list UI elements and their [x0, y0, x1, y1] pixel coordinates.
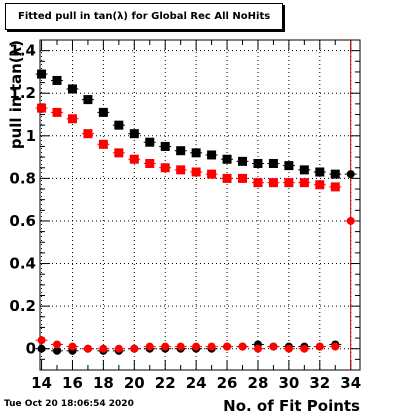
x-tick-label: 32 — [309, 374, 330, 392]
data-point — [37, 344, 46, 353]
y-tick-label: 1.4 — [9, 42, 36, 60]
y-tick-label: 0.8 — [9, 169, 36, 187]
data-point — [37, 69, 47, 79]
data-point — [176, 342, 185, 351]
data-point — [192, 342, 201, 351]
data-point — [53, 340, 62, 349]
data-point — [52, 75, 62, 85]
data-point — [207, 150, 217, 160]
x-tick-label: 14 — [31, 374, 52, 392]
data-point — [83, 129, 93, 139]
data-point — [346, 170, 355, 179]
data-point — [68, 342, 77, 351]
data-point — [145, 158, 155, 168]
data-point — [346, 216, 355, 225]
data-point — [98, 139, 108, 149]
data-point — [238, 156, 248, 166]
data-point — [315, 342, 324, 351]
x-tick-label: 18 — [93, 374, 114, 392]
data-point — [207, 169, 217, 179]
chart-title: Fitted pull in tan(λ) for Global Rec All… — [18, 11, 271, 22]
data-point — [37, 336, 46, 345]
data-point — [207, 342, 216, 351]
x-tick-label: 34 — [340, 374, 361, 392]
data-point — [161, 342, 170, 351]
data-point — [130, 344, 139, 353]
data-point — [222, 154, 232, 164]
data-point — [145, 137, 155, 147]
data-point — [330, 182, 340, 192]
data-point — [160, 141, 170, 151]
plot-frame — [39, 39, 361, 371]
data-point — [191, 148, 201, 158]
data-point — [145, 342, 154, 351]
x-tick-label: 16 — [62, 374, 83, 392]
y-axis-label: pull in tan(λ) — [7, 40, 25, 149]
data-point — [284, 161, 294, 171]
data-point — [253, 178, 263, 188]
y-tick-label: 0.6 — [9, 212, 36, 230]
data-point — [83, 344, 92, 353]
data-point — [83, 95, 93, 105]
data-point — [67, 84, 77, 94]
data-point — [299, 178, 309, 188]
data-point — [253, 158, 263, 168]
data-point — [114, 120, 124, 130]
x-tick-label: 30 — [278, 374, 299, 392]
data-point — [238, 173, 248, 183]
data-point — [268, 178, 278, 188]
data-point — [268, 158, 278, 168]
data-point — [176, 165, 186, 175]
chart-title-box: Fitted pull in tan(λ) for Global Rec All… — [5, 3, 283, 30]
data-point — [160, 163, 170, 173]
data-point — [238, 342, 247, 351]
data-point — [176, 146, 186, 156]
y-tick-label: 0.2 — [9, 297, 36, 315]
data-point — [284, 344, 293, 353]
data-point — [37, 103, 47, 113]
data-point — [53, 346, 62, 355]
data-point — [299, 165, 309, 175]
x-tick-label: 20 — [124, 374, 145, 392]
data-point — [222, 173, 232, 183]
y-tick-label: 0 — [26, 340, 36, 358]
data-point — [223, 342, 232, 351]
grid — [40, 40, 360, 370]
x-tick-label: 26 — [217, 374, 238, 392]
data-point — [269, 342, 278, 351]
x-axis-label: No. of Fit Points — [223, 397, 360, 414]
data-point — [114, 344, 123, 353]
data-point — [114, 148, 124, 158]
data-point — [330, 169, 340, 179]
data-point — [191, 167, 201, 177]
data-point — [52, 107, 62, 117]
data-point — [253, 344, 262, 353]
tick-labels: 14 16 18 20 22 24 26 28 30 32 34 0 0.2 0.4 0.6 0.8 1 1.2 1… — [9, 42, 361, 392]
data-point — [331, 342, 340, 351]
axis-ticks — [40, 39, 360, 370]
data-point — [284, 178, 294, 188]
x-tick-label: 28 — [248, 374, 269, 392]
data-point — [315, 167, 325, 177]
x-tick-label: 22 — [155, 374, 176, 392]
data-marks — [35, 69, 357, 355]
data-point — [99, 344, 108, 353]
timestamp: Tue Oct 20 18:06:54 2020 — [4, 399, 134, 409]
data-point — [300, 344, 309, 353]
data-point — [129, 129, 139, 139]
data-point — [98, 107, 108, 117]
x-tick-label: 24 — [186, 374, 207, 392]
y-tick-label: 0.4 — [9, 255, 36, 273]
y-tick-label: 1 — [26, 127, 36, 145]
data-point — [67, 114, 77, 124]
y-tick-label: 1.2 — [9, 84, 36, 102]
data-point — [315, 180, 325, 190]
data-point — [129, 154, 139, 164]
